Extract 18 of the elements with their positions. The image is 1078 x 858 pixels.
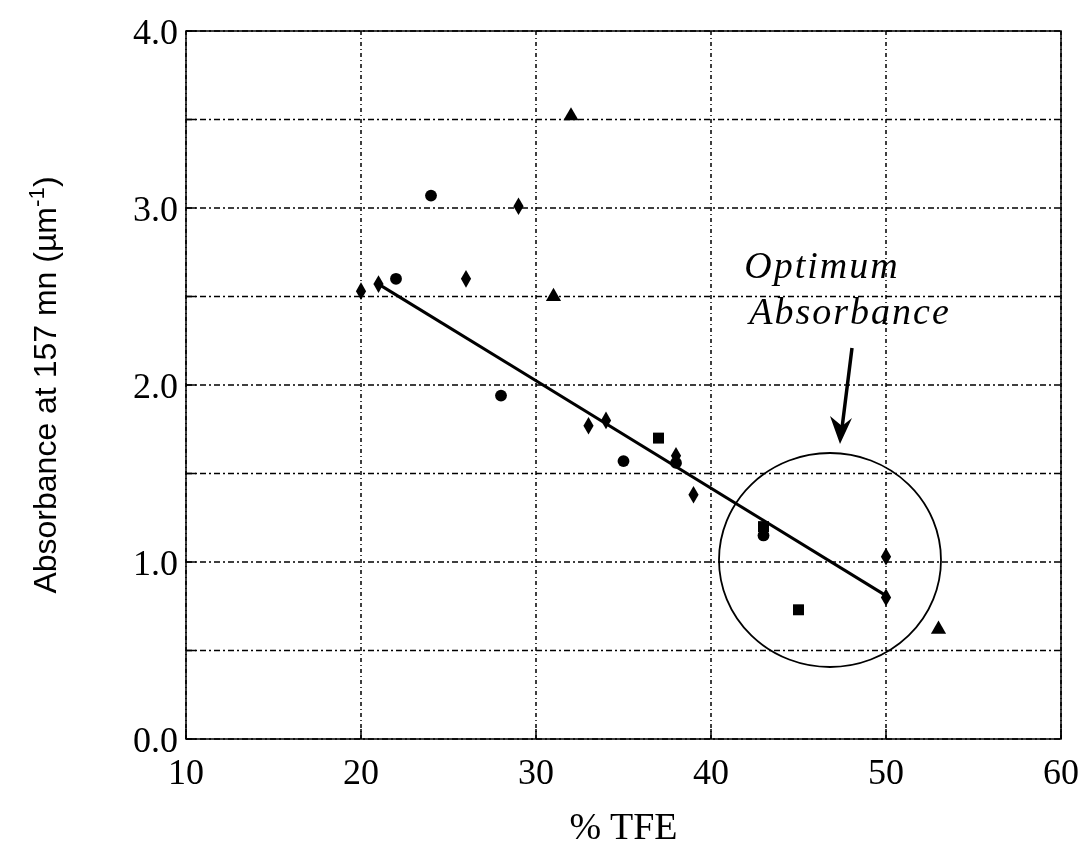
point <box>793 604 804 616</box>
point <box>425 189 437 202</box>
point <box>653 432 664 444</box>
y-tick-label: 3.0 <box>133 188 178 229</box>
y-tick-label: 2.0 <box>133 365 178 406</box>
x-tick-label: 20 <box>343 752 379 792</box>
x-tick-label: 30 <box>518 752 554 792</box>
x-tick-label: 60 <box>1043 752 1078 792</box>
point <box>617 455 630 468</box>
x-tick-label: 50 <box>868 752 904 792</box>
y-tick-label: 4.0 <box>133 11 178 52</box>
y-tick-label: 1.0 <box>133 542 178 583</box>
point <box>563 107 579 121</box>
x-axis-title: % TFE <box>569 805 678 847</box>
annotation: Optimum Absorbance <box>744 244 951 332</box>
point <box>390 272 402 285</box>
point <box>495 389 507 402</box>
x-tick-label: 40 <box>693 752 729 792</box>
